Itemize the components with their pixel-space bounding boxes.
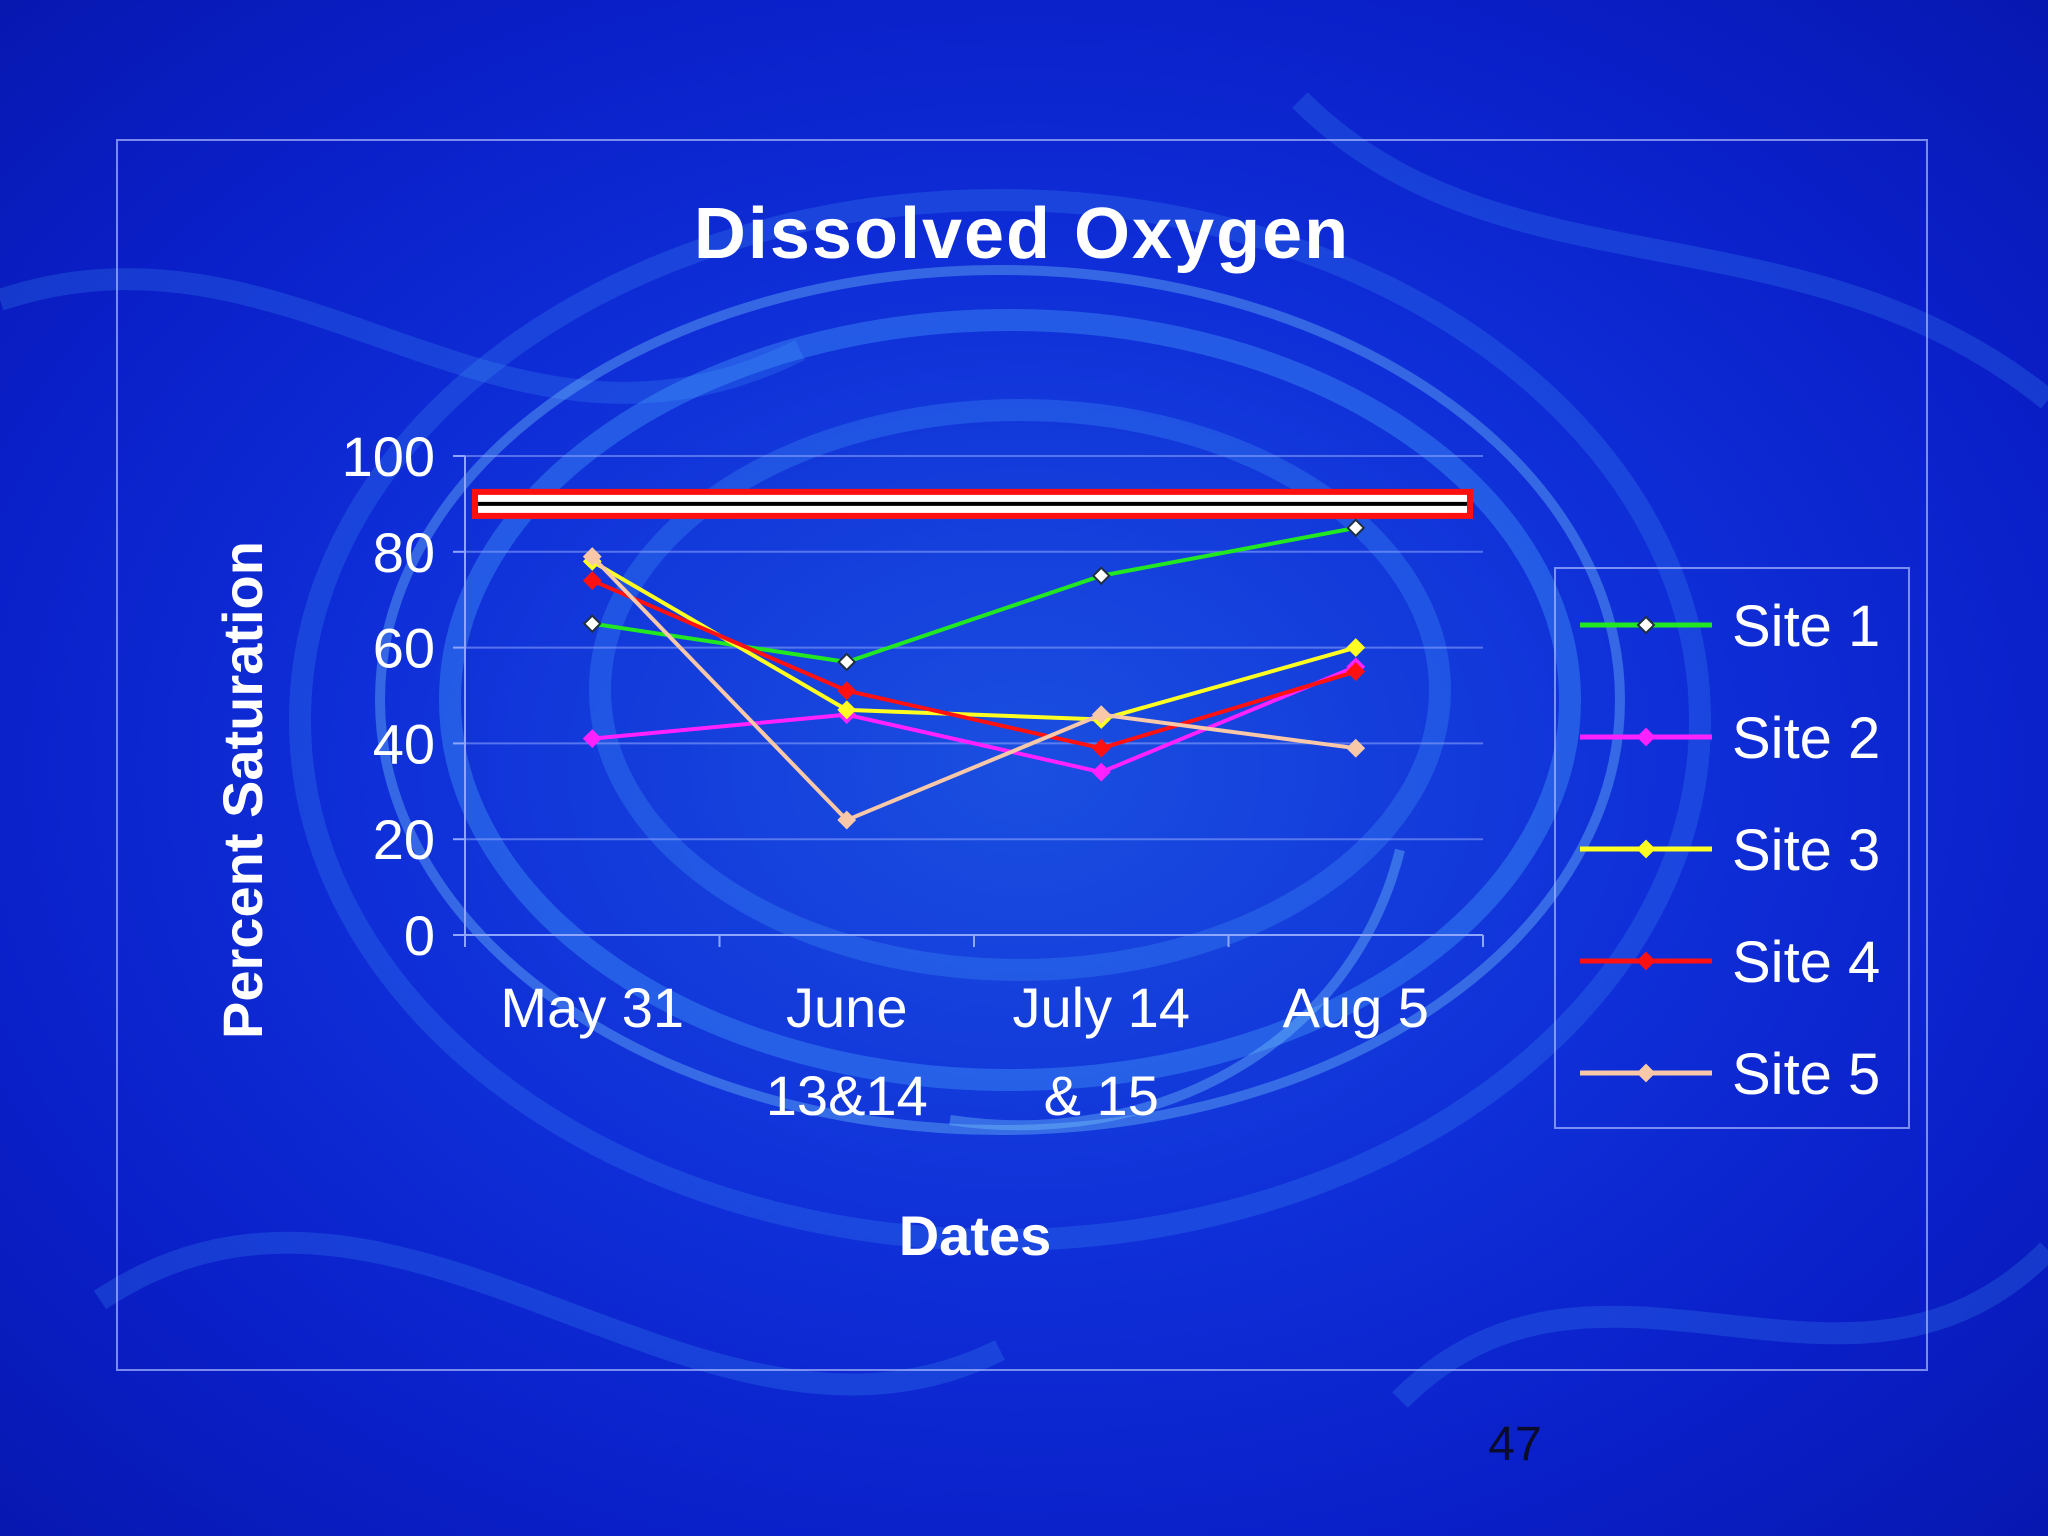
legend-label-site-3: Site 3 [1732, 818, 1880, 883]
data-point-site-5 [1346, 738, 1366, 758]
y-tick-label: 100 [342, 425, 435, 488]
x-tick-label: July 14 & 15 [1013, 976, 1190, 1127]
data-point-site-4 [837, 681, 857, 701]
data-point-site-5 [837, 810, 857, 830]
series-line-site-5 [590, 555, 1357, 823]
legend-marker-site-2 [1636, 727, 1656, 747]
legend-marker-site-5 [1636, 1063, 1656, 1083]
y-tick-label: 20 [373, 808, 435, 871]
data-point-site-4 [582, 571, 602, 590]
x-tick-label: Aug 5 [1283, 976, 1429, 1039]
y-tick-label: 40 [373, 712, 435, 775]
data-point-site-2 [1091, 762, 1111, 782]
y-tick-label: 0 [404, 904, 435, 967]
y-axis-title: Percent Saturation [211, 541, 274, 1039]
data-point-site-3 [1346, 638, 1366, 658]
legend-frame [1554, 567, 1910, 1129]
chart-title: Dissolved Oxygen [694, 194, 1350, 274]
data-point-site-1 [1346, 518, 1366, 538]
legend-marker-site-4 [1636, 951, 1656, 971]
data-point-site-5 [582, 547, 602, 567]
x-tick-label: May 31 [500, 976, 684, 1039]
data-point-site-1 [1091, 566, 1111, 586]
y-tick-label: 60 [373, 617, 435, 680]
legend-marker-site-1 [1636, 615, 1656, 635]
series-line-site-2 [592, 664, 1357, 775]
data-point-site-1 [582, 614, 602, 634]
data-point-site-4 [1091, 738, 1111, 758]
legend-label-site-2: Site 2 [1732, 706, 1880, 771]
page-number: 47 [1488, 1418, 1541, 1471]
legend-label-site-1: Site 1 [1732, 594, 1880, 659]
legend-marker-site-3 [1636, 839, 1656, 859]
x-axis-title: Dates [899, 1204, 1052, 1267]
legend: Site 1 Site 2 Site 3 Site 4 Site 5 [1580, 594, 1880, 1107]
data-point-site-3 [837, 700, 857, 720]
legend-label-site-4: Site 4 [1732, 930, 1880, 995]
plot-area: 0 20 40 60 80 100 May 31 June 13&14 July 14 & 15 Au… [342, 425, 1484, 1127]
y-tick-label: 80 [373, 521, 435, 584]
data-point-site-5 [1091, 705, 1111, 725]
series-line-site-4 [591, 578, 1357, 751]
data-point-site-1 [837, 652, 857, 672]
x-tick-label: June 13&14 [766, 976, 928, 1127]
data-point-site-4 [1346, 662, 1366, 681]
legend-label-site-5: Site 5 [1732, 1042, 1880, 1107]
chart-frame [116, 139, 1928, 1371]
series-line-site-1 [591, 525, 1357, 664]
data-point-site-2 [582, 729, 602, 749]
